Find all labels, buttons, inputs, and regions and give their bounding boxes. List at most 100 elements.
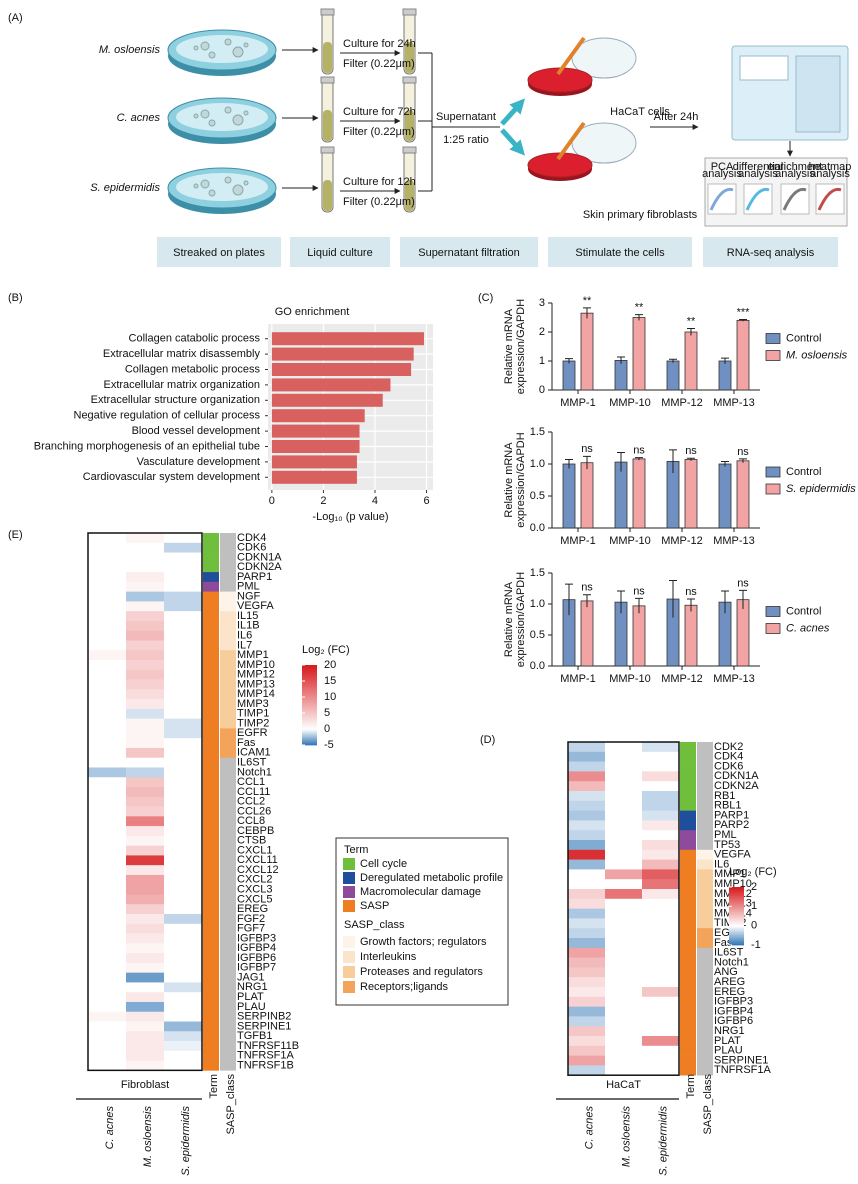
term-cell: [203, 1011, 219, 1022]
colorbar: [302, 743, 317, 746]
colorbar-title: Log₂ (FC): [729, 866, 777, 878]
bar: [271, 393, 383, 407]
column-label: SASP_class: [225, 1074, 237, 1135]
heatmap-cell: [164, 972, 203, 983]
heatmap-cell: [88, 923, 127, 934]
arrow: [500, 98, 526, 126]
legend-swatch: [343, 981, 355, 993]
heatmap-cell: [164, 1031, 203, 1042]
heatmap-cell: [164, 923, 203, 934]
heatmap-cell: [568, 1016, 606, 1027]
heatmap-cell: [164, 982, 203, 993]
class-cell: [697, 1065, 713, 1076]
colorbar: [302, 669, 317, 672]
colorbar: [729, 891, 744, 894]
class-cell: [220, 620, 236, 631]
heatmap-cell: [126, 943, 165, 954]
term-cell: [203, 572, 219, 583]
row-label: IL6: [714, 858, 729, 870]
class-cell: [697, 898, 713, 909]
row-label: IL6ST: [714, 947, 744, 959]
term-cell: [680, 751, 696, 762]
heatmap-cell: [642, 800, 680, 811]
colorbar: [302, 717, 317, 720]
y-tick-label: Negative regulation of cellular process: [74, 410, 261, 422]
term-cell: [680, 810, 696, 821]
colorbar: [729, 888, 744, 891]
colorbar-tick-label: 20: [324, 659, 336, 671]
heatmap-cell: [642, 977, 680, 988]
heatmap-cell: [88, 777, 127, 788]
row-label: SERPINE1: [237, 1020, 291, 1032]
colorbar: [302, 707, 317, 710]
error-bar: [687, 328, 695, 336]
term-cell: [203, 796, 219, 807]
heatmap-cell: [642, 1006, 680, 1017]
row-label: TNFRSF1A: [714, 1064, 772, 1076]
heatmap-cell: [164, 914, 203, 925]
colorbar: [302, 703, 317, 706]
row-label: PML: [714, 829, 737, 841]
heatmap-cell: [605, 1006, 643, 1017]
heatmap-cell: [605, 1065, 643, 1076]
significance-label: ns: [737, 577, 749, 589]
colorbar: [302, 699, 317, 702]
significance-label: ns: [581, 443, 593, 455]
class-cell: [220, 630, 236, 641]
analysis-icon: [782, 187, 807, 211]
bar: [666, 360, 680, 391]
colorbar: [302, 725, 317, 728]
bar: [271, 409, 365, 423]
term-cell: [203, 728, 219, 739]
colorbar: [302, 693, 317, 696]
heatmap-cell: [642, 987, 680, 998]
analysis-icon: [709, 187, 734, 211]
colony: [224, 106, 232, 114]
row-label: TIMP1: [237, 708, 269, 720]
heatmap-cell: [164, 1001, 203, 1013]
heatmap-cell: [568, 898, 606, 909]
heatmap-cell: [88, 1011, 127, 1022]
heatmap-cell: [126, 884, 165, 895]
heatmap-cell: [126, 552, 165, 563]
class-cell: [697, 840, 713, 851]
heatmap-cell: [605, 898, 643, 909]
heatmap-cell: [568, 1065, 606, 1076]
heatmap-cell: [642, 869, 680, 880]
term-cell: [203, 1021, 219, 1032]
culture-time: Culture for 72h: [343, 106, 416, 118]
heatmap-cell: [126, 1050, 165, 1061]
heatmap-cell: [126, 630, 165, 641]
heatmap-cell: [88, 992, 127, 1003]
term-cell: [680, 879, 696, 890]
colorbar-tick-label: 2: [751, 881, 757, 893]
colorbar: [302, 671, 317, 674]
bar: [614, 360, 628, 391]
class-cell: [220, 611, 236, 622]
heatmap-cell: [126, 689, 165, 700]
colorbar: [302, 689, 317, 692]
significance-label: ns: [685, 445, 697, 457]
heatmap-cell: [126, 738, 165, 749]
heatmap-cell: [88, 884, 127, 895]
heatmap-cell: [164, 747, 203, 759]
heatmap-cell: [126, 581, 165, 592]
row-label: CXCL1: [237, 844, 272, 856]
colorbar: [302, 709, 317, 712]
chart-title: GO enrichment: [275, 306, 350, 318]
heatmap-cell: [126, 1060, 165, 1071]
heatmap-cell: [605, 781, 643, 792]
bar: [271, 332, 424, 346]
bar: [271, 440, 360, 453]
y-tick-label: 1: [539, 355, 545, 367]
row-label: MMP12: [237, 669, 275, 681]
row-label: MMP1: [237, 649, 269, 661]
heatmap-cell: [88, 552, 127, 563]
class-cell: [697, 810, 713, 821]
heatmap-cell: [88, 796, 127, 807]
heatmap-cell: [164, 904, 203, 915]
x-tick-label: MMP-12: [661, 397, 703, 409]
colorbar: [302, 729, 317, 732]
colony: [193, 183, 199, 189]
bar: [271, 347, 414, 361]
